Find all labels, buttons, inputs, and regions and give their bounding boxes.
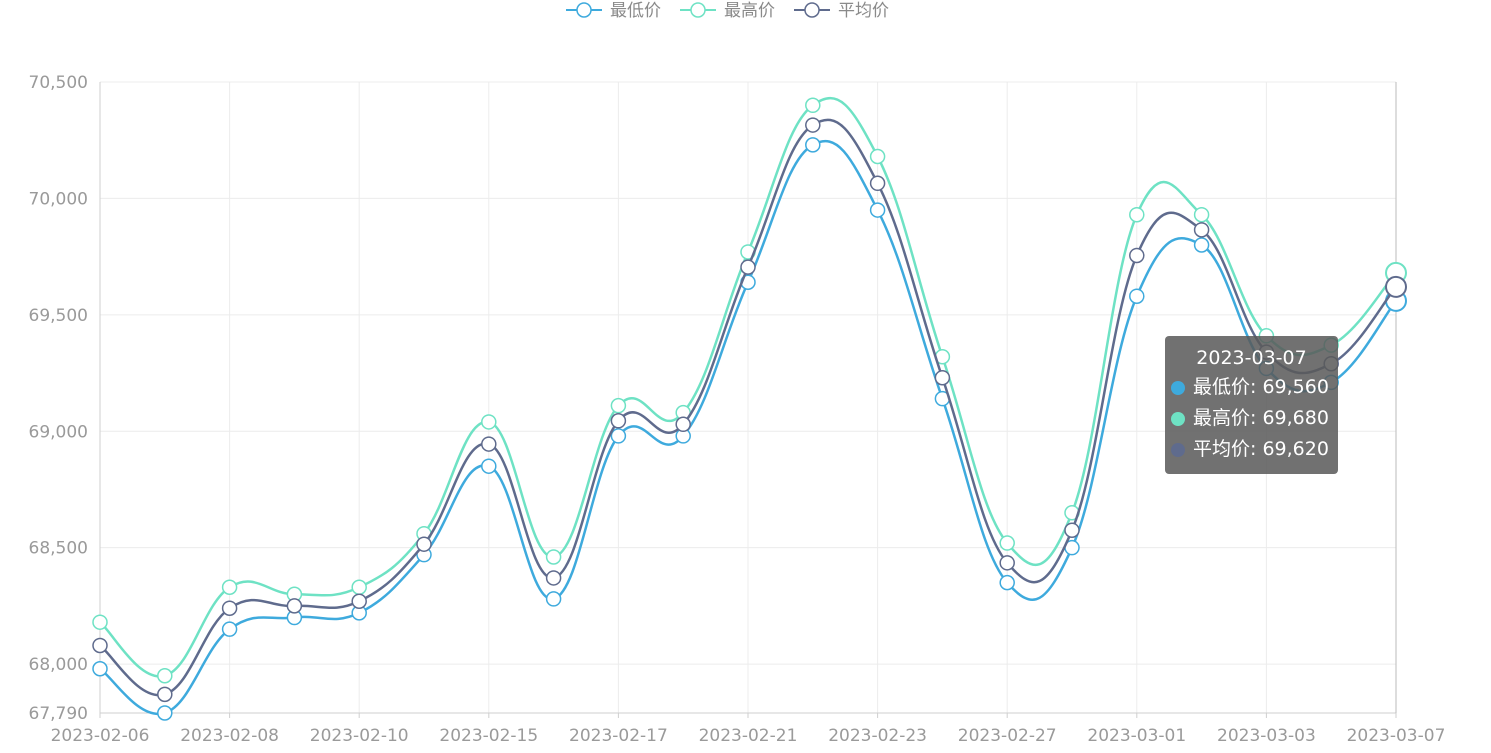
x-tick-label: 2023-02-06	[51, 726, 150, 746]
x-tick-label: 2023-03-03	[1217, 726, 1316, 746]
x-tick-label: 2023-02-21	[699, 726, 798, 746]
data-point-high	[351, 579, 367, 596]
legend-item-high[interactable]: 最高价	[680, 1, 775, 21]
data-point-high	[1193, 206, 1210, 223]
data-point-high	[999, 535, 1015, 551]
x-tick-label: 2023-02-23	[828, 726, 927, 746]
x-tick-label: 2023-03-01	[1087, 726, 1186, 746]
data-point-avg	[286, 598, 303, 614]
tooltip-row-low: 最低价: 69,560	[1171, 372, 1332, 403]
data-point-high	[221, 579, 238, 596]
y-tick-label: 70,500	[29, 73, 88, 93]
legend-label-high: 最高价	[724, 1, 775, 21]
data-point-low	[1129, 288, 1145, 304]
data-point-high	[157, 667, 173, 684]
x-tick-label: 2023-02-10	[310, 726, 409, 746]
tooltip-text-low: 最低价: 69,560	[1193, 376, 1329, 398]
data-point-avg	[481, 436, 497, 452]
data-point-avg	[675, 416, 691, 433]
x-tick-label: 2023-02-17	[569, 726, 668, 746]
data-point-avg	[1129, 247, 1145, 264]
y-tick-label: 70,000	[29, 189, 88, 209]
x-tick-label: 2023-03-07	[1347, 726, 1446, 746]
data-point-low	[545, 591, 562, 607]
data-point-high	[869, 148, 886, 165]
data-point-low	[92, 661, 108, 677]
data-point-high	[545, 549, 562, 565]
data-point-low	[999, 574, 1015, 591]
legend-marker-high	[690, 2, 706, 18]
data-point-low	[1193, 237, 1210, 253]
data-point-avg	[157, 686, 173, 703]
data-point-avg	[805, 117, 821, 133]
data-point-avg	[1193, 222, 1210, 238]
y-tick-label: 67,790	[29, 704, 88, 724]
data-point-high	[481, 414, 497, 430]
legend[interactable]: 最低价 最高价 平均价	[566, 1, 889, 21]
legend-label-avg: 平均价	[838, 1, 889, 21]
data-point-avg	[934, 369, 951, 386]
tooltip-dot-avg	[1171, 442, 1185, 457]
data-point-avg	[221, 600, 238, 616]
tooltip: 2023-03-07 最低价: 69,560 最高价: 69,680 平均价: …	[1165, 336, 1338, 474]
data-point-high	[92, 614, 108, 630]
tooltip-dot-low	[1171, 380, 1185, 395]
x-tick-label: 2023-02-27	[958, 726, 1057, 746]
data-point-low	[610, 428, 627, 444]
data-point-avg	[869, 175, 886, 192]
tooltip-row-high: 最高价: 69,680	[1171, 403, 1332, 434]
y-tick-label: 69,500	[29, 306, 88, 326]
data-point-high	[805, 97, 821, 114]
data-point-low	[869, 202, 886, 218]
y-tick-label: 68,000	[29, 655, 88, 675]
legend-marker-avg	[804, 2, 820, 18]
data-point-low	[157, 705, 173, 721]
legend-label-low: 最低价	[610, 1, 661, 21]
axes: 67,790 68,000 68,500 69,000 69,500 70,000 70,5…	[29, 73, 1446, 746]
data-point-low	[805, 137, 821, 153]
legend-item-low[interactable]: 最低价	[566, 1, 661, 21]
data-point-avg	[92, 637, 108, 654]
tooltip-title: 2023-03-07	[1196, 347, 1307, 369]
data-point-avg	[740, 259, 756, 275]
data-point-avg	[416, 536, 432, 552]
data-point-avg	[1064, 522, 1080, 538]
data-point-avg	[351, 593, 367, 609]
data-point-low	[481, 458, 497, 474]
legend-marker-low	[576, 2, 592, 18]
x-tick-label: 2023-02-15	[439, 726, 538, 746]
legend-item-avg[interactable]: 平均价	[794, 1, 889, 21]
data-point-high	[610, 397, 627, 414]
data-point-low	[221, 621, 238, 637]
data-point-avg	[610, 413, 627, 429]
y-tick-label: 69,000	[29, 422, 88, 442]
y-tick-label: 68,500	[29, 539, 88, 559]
tooltip-text-avg: 平均价: 69,620	[1193, 438, 1329, 460]
data-point-high	[1129, 206, 1145, 223]
data-point-avg	[545, 570, 562, 586]
tooltip-row-avg: 平均价: 69,620	[1171, 434, 1332, 465]
data-point-avg	[1385, 275, 1407, 298]
tooltip-text-high: 最高价: 69,680	[1193, 407, 1329, 429]
tooltip-dot-high	[1171, 411, 1185, 426]
data-point-avg	[999, 555, 1015, 571]
x-tick-label: 2023-02-08	[180, 726, 279, 746]
